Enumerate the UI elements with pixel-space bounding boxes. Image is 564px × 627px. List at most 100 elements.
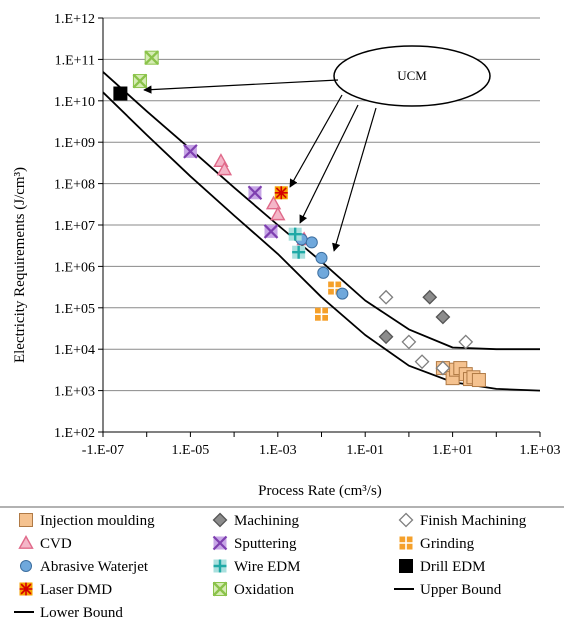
legend-swatch-star	[19, 582, 33, 596]
legend-swatch-cross	[212, 535, 228, 551]
abrasive-waterjet-point	[336, 287, 349, 300]
sputtering-point-cross	[247, 185, 263, 201]
legend-swatch	[19, 513, 33, 527]
legend-label: Grinding	[420, 536, 475, 552]
arrow-to-wire-edm	[299, 104, 359, 224]
wire-edm-series	[288, 227, 306, 259]
legend-item-sputtering: Sputtering	[212, 535, 297, 552]
x-tick-label: -1.E-07	[82, 443, 124, 458]
arrow-to-waterjet	[332, 107, 377, 252]
finish-machining-point	[458, 334, 474, 350]
legend-swatch	[398, 512, 414, 528]
laser-dmd-point-star	[274, 186, 288, 200]
legend-item-wire-edm: Wire EDM	[213, 559, 300, 575]
machining-point	[422, 289, 438, 305]
x-tick-label: 1.E+03	[520, 443, 561, 458]
y-tick-label: 1.E+05	[54, 302, 95, 317]
abrasive-waterjet-series	[295, 233, 349, 300]
legend-label: Laser DMD	[40, 582, 112, 598]
legend-swatch	[18, 535, 34, 549]
legend-label: Wire EDM	[234, 559, 300, 575]
y-tick-label: 1.E+10	[54, 95, 95, 110]
drill-edm-point	[113, 86, 128, 101]
finish-machining-point	[401, 334, 417, 350]
abrasive-waterjet-point	[315, 251, 328, 264]
legend-item-oxidation: Oxidation	[212, 581, 294, 598]
legend-label: Lower Bound	[40, 605, 123, 621]
x-tick-label: 1.E-05	[172, 443, 210, 458]
legend-swatch-cross	[212, 581, 228, 597]
oxidation-point-cross	[144, 50, 160, 66]
abrasive-waterjet-point	[305, 236, 318, 249]
legend-item-grinding: Grinding	[399, 536, 475, 552]
y-tick-label: 1.E+07	[54, 219, 95, 234]
legend-item-lower-bound: Lower Bound	[14, 605, 123, 621]
finish-machining-point	[378, 289, 394, 305]
wire-edm-point-cross	[288, 227, 302, 241]
y-axis-title: Electricity Requirements (J/cm³)	[12, 167, 28, 363]
sputtering-point-cross	[263, 224, 279, 239]
x-axis-title: Process Rate (cm³/s)	[258, 483, 382, 499]
legend-item-machining: Machining	[212, 512, 299, 529]
machining-point	[378, 329, 394, 345]
bound-lines	[102, 71, 541, 392]
legend: Injection moulding Machining Finish Machin…	[14, 512, 527, 621]
legend-label: Sputtering	[234, 536, 297, 552]
legend-item-laser-dmd: Laser DMD	[19, 582, 112, 598]
x-tick-label: 1.E-03	[259, 443, 297, 458]
cvd-point	[216, 161, 233, 176]
legend-label: Abrasive Waterjet	[40, 559, 149, 575]
cvd-point	[270, 206, 286, 221]
injection-moulding-point	[471, 373, 486, 388]
finish-machining-point	[414, 354, 430, 370]
legend-label: Drill EDM	[420, 559, 485, 575]
arrow-to-laser-dmd	[289, 94, 343, 188]
grinding-point-cross	[328, 281, 342, 295]
cvd-point	[265, 195, 282, 210]
x-tick-label: 1.E+01	[432, 443, 473, 458]
laser-dmd-series	[274, 186, 288, 200]
y-tick-label: 1.E+02	[54, 426, 95, 441]
oxidation-point-cross	[132, 73, 148, 89]
legend-item-drill-edm: Drill EDM	[399, 559, 485, 575]
legend-item-upper-bound: Upper Bound	[394, 582, 502, 598]
legend-label: Finish Machining	[420, 513, 527, 529]
finish-machining-point	[435, 360, 451, 376]
y-tick-label: 1.E+12	[54, 12, 95, 27]
arrow-to-drill-edm	[143, 79, 339, 94]
legend-item-abrasive-waterjet: Abrasive Waterjet	[19, 559, 149, 575]
wire-edm-point-cross	[292, 245, 306, 259]
machining-point	[435, 309, 451, 325]
y-tick-label: 1.E+06	[54, 260, 95, 275]
y-tick-label: 1.E+09	[54, 136, 95, 151]
y-tick-label: 1.E+08	[54, 178, 95, 193]
legend-label: Injection moulding	[40, 513, 155, 529]
y-tick-label: 1.E+04	[54, 343, 95, 358]
data-points	[113, 50, 486, 388]
machining-series	[378, 289, 451, 345]
grid	[103, 17, 540, 392]
legend-swatch	[19, 559, 33, 573]
y-tick-label: 1.E+11	[55, 53, 95, 68]
sputtering-point-cross	[183, 144, 198, 159]
abrasive-waterjet-point	[317, 266, 330, 279]
tick-labels: 1.E+02 1.E+03 1.E+04 1.E+05 1.E+06 1.E+07 1.E+…	[54, 12, 560, 458]
grinding-point-cross	[315, 307, 328, 321]
legend-item-injection-moulding: Injection moulding	[19, 513, 155, 529]
legend-swatch-cross	[213, 559, 227, 573]
legend-item-cvd: CVD	[18, 535, 72, 552]
legend-label: Machining	[234, 513, 299, 529]
legend-label: Upper Bound	[420, 582, 502, 598]
drill-edm-series	[113, 86, 128, 101]
legend-label: CVD	[40, 536, 72, 552]
ucm-label: UCM	[397, 68, 427, 83]
legend-label: Oxidation	[234, 582, 294, 598]
oxidation-series	[132, 50, 160, 89]
annotation: UCM	[143, 45, 491, 252]
axes	[98, 17, 541, 437]
legend-swatch	[212, 512, 228, 528]
legend-swatch	[399, 559, 413, 573]
lower-bound-line	[102, 91, 541, 392]
x-tick-label: 1.E-01	[346, 443, 384, 458]
